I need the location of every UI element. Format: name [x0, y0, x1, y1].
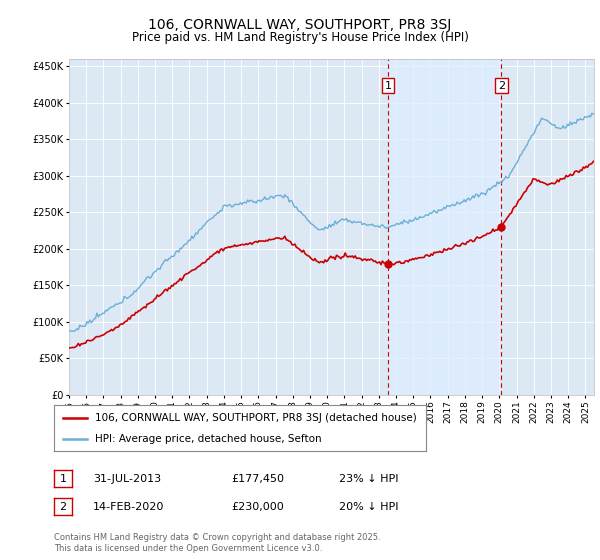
- Text: 1: 1: [59, 474, 67, 484]
- Text: 23% ↓ HPI: 23% ↓ HPI: [339, 474, 398, 484]
- Bar: [388, 59, 502, 395]
- Text: 1: 1: [385, 81, 392, 91]
- Text: 20% ↓ HPI: 20% ↓ HPI: [339, 502, 398, 512]
- Text: 14-FEB-2020: 14-FEB-2020: [93, 502, 164, 512]
- Text: HPI: Average price, detached house, Sefton: HPI: Average price, detached house, Seft…: [95, 435, 322, 444]
- Text: 2: 2: [498, 81, 505, 91]
- Text: 31-JUL-2013: 31-JUL-2013: [93, 474, 161, 484]
- Text: £177,450: £177,450: [231, 474, 284, 484]
- Text: 2: 2: [59, 502, 67, 512]
- Text: 106, CORNWALL WAY, SOUTHPORT, PR8 3SJ (detached house): 106, CORNWALL WAY, SOUTHPORT, PR8 3SJ (d…: [95, 413, 416, 423]
- Text: £230,000: £230,000: [231, 502, 284, 512]
- Text: 106, CORNWALL WAY, SOUTHPORT, PR8 3SJ: 106, CORNWALL WAY, SOUTHPORT, PR8 3SJ: [148, 18, 452, 32]
- Text: Price paid vs. HM Land Registry's House Price Index (HPI): Price paid vs. HM Land Registry's House …: [131, 31, 469, 44]
- Text: Contains HM Land Registry data © Crown copyright and database right 2025.
This d: Contains HM Land Registry data © Crown c…: [54, 533, 380, 553]
